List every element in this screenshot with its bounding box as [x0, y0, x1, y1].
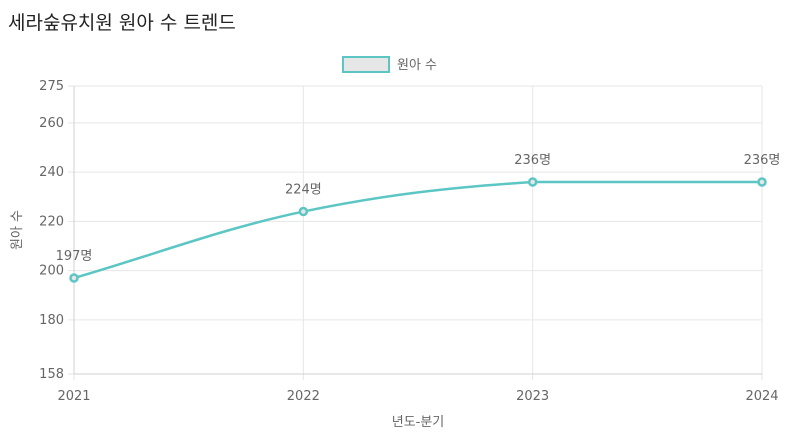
x-axis-title: 년도-분기 [392, 415, 445, 430]
y-tick-label: 260 [39, 116, 64, 131]
series-line [73, 180, 763, 280]
data-point[interactable] [527, 177, 538, 187]
data-point[interactable] [298, 206, 309, 217]
x-tick-label: 2021 [57, 389, 90, 404]
y-tick-label: 180 [39, 313, 64, 328]
legend-swatch[interactable] [342, 56, 390, 73]
data-label: 197명 [56, 249, 93, 264]
y-tick-label: 275 [39, 79, 64, 94]
data-label: 236명 [514, 153, 551, 168]
data-label: 224명 [285, 183, 322, 198]
y-axis-title: 원아 수 [10, 210, 25, 250]
y-tick-label: 240 [39, 165, 64, 180]
grid-lines [68, 85, 763, 380]
series-layer: 197명 224명 236명 236명 [56, 153, 781, 283]
data-label: 236명 [744, 153, 781, 168]
y-tick-label: 158 [39, 367, 64, 382]
x-tick-label: 2023 [516, 389, 549, 404]
y-tick-label: 200 [39, 264, 64, 279]
axes: 158 180 200 220 240 260 275 2021 2022 2023 2024 [39, 79, 778, 404]
x-tick-label: 2022 [287, 389, 320, 404]
data-point[interactable] [69, 273, 79, 283]
data-point[interactable] [757, 177, 767, 187]
legend-label[interactable]: 원아 수 [397, 58, 437, 73]
x-tick-label: 2024 [745, 389, 778, 404]
page-title: 세라숲유치원 원아 수 트렌드 [8, 12, 236, 34]
legend[interactable]: 원아 수 [342, 56, 437, 73]
y-tick-label: 220 [39, 214, 64, 229]
